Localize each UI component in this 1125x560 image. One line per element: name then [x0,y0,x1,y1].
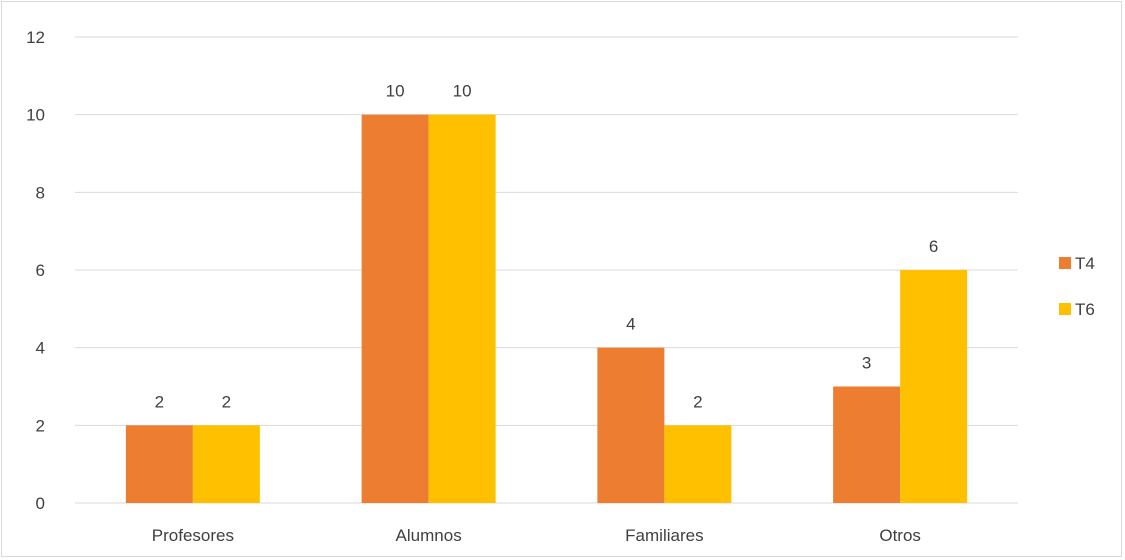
bar-t4-familiares [597,347,665,503]
x-category-label-familiares: Familiares [625,526,703,545]
data-label-t4-otros: 3 [862,354,871,373]
x-axis-categories: Profesores Alumnos Familiares Otros [152,526,921,545]
bar-t6-profesores [192,425,260,503]
data-label-t4-profesores: 2 [155,392,164,411]
legend-swatch-t4 [1059,257,1071,269]
y-tick-label-2: 2 [36,416,45,435]
legend-label-t6: T6 [1075,300,1095,319]
y-tick-label-8: 8 [36,183,45,202]
legend-label-t4: T4 [1075,254,1095,273]
y-axis-ticks: 0 2 4 6 8 10 12 [26,28,45,513]
bar-t6-otros [900,270,968,503]
bar-t4-otros [833,386,901,503]
bar-t4-alumnos [361,114,429,504]
data-labels: 2 2 10 10 4 2 3 6 [155,82,939,412]
bar-t4-profesores [125,425,193,503]
data-label-t4-familiares: 4 [626,315,635,334]
data-label-t6-familiares: 2 [693,392,702,411]
data-label-t6-profesores: 2 [222,392,231,411]
y-tick-label-0: 0 [36,494,45,513]
x-category-label-profesores: Profesores [152,526,234,545]
y-tick-label-10: 10 [26,106,45,125]
x-category-label-alumnos: Alumnos [396,526,462,545]
bars [125,114,968,504]
y-tick-label-6: 6 [36,261,45,280]
data-label-t6-otros: 6 [929,237,938,256]
legend-swatch-t6 [1059,303,1071,315]
data-label-t6-alumnos: 10 [453,82,472,101]
x-category-label-otros: Otros [879,526,921,545]
legend: T4 T6 [1059,254,1095,319]
bar-t6-familiares [664,425,732,503]
bar-t6-alumnos [428,114,496,504]
y-tick-label-4: 4 [36,339,45,358]
y-tick-label-12: 12 [26,28,45,47]
data-label-t4-alumnos: 10 [386,82,405,101]
